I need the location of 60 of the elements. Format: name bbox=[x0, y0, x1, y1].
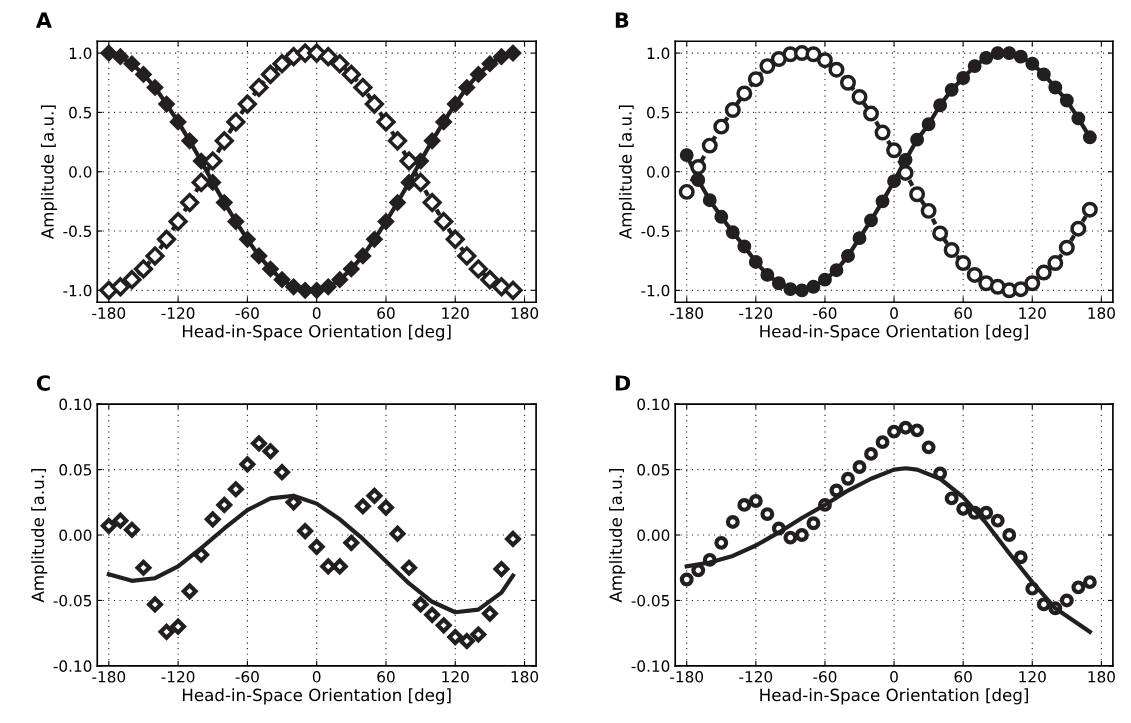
x-tick-label: -120 bbox=[161, 307, 195, 319]
chart-title: A bbox=[35, 12, 52, 28]
y-tick-label: 0.10 bbox=[59, 398, 92, 411]
y-tick-label: 0.0 bbox=[69, 166, 92, 178]
x-tick-label: -120 bbox=[161, 671, 195, 683]
y-tick-label: 0.05 bbox=[59, 464, 92, 476]
x-tick-label: 0 bbox=[890, 671, 898, 683]
x-tick-label: 60 bbox=[954, 671, 972, 683]
chart-title: D bbox=[615, 375, 631, 391]
x-tick-label: 180 bbox=[1088, 307, 1115, 319]
y-axis-title: Amplitude [a.u.] bbox=[40, 105, 58, 240]
y-axis-title: Amplitude [a.u.] bbox=[609, 468, 626, 603]
x-tick-label: 180 bbox=[511, 307, 539, 319]
x-tick-label: -180 bbox=[92, 307, 126, 319]
x-axis-title: Head-in-Space Orientation [deg] bbox=[760, 688, 1028, 705]
x-tick-label: -180 bbox=[92, 671, 126, 683]
x-tick-label: 180 bbox=[1088, 671, 1115, 683]
x-tick-label: 120 bbox=[1019, 671, 1046, 683]
y-axis-title: Amplitude [a.u.] bbox=[31, 468, 48, 603]
y-tick-label: -0.05 bbox=[53, 594, 92, 607]
x-tick-label: -60 bbox=[813, 307, 837, 319]
x-tick-label: -180 bbox=[670, 307, 704, 319]
x-tick-label: 120 bbox=[1019, 307, 1046, 319]
x-tick-label: 180 bbox=[511, 671, 539, 683]
y-axis-title: Amplitude [a.u.] bbox=[618, 105, 635, 240]
x-tick-label: -120 bbox=[739, 307, 773, 319]
x-tick-label: 0 bbox=[312, 671, 321, 683]
y-tick-label: -0.5 bbox=[63, 225, 92, 238]
y-tick-label: 0.05 bbox=[637, 464, 670, 476]
x-tick-label: 0 bbox=[312, 307, 321, 319]
x-axis-title: Head-in-Space Orientation [deg] bbox=[182, 688, 451, 705]
x-tick-label: 120 bbox=[442, 307, 469, 319]
y-tick-label: 0.0 bbox=[647, 166, 670, 178]
y-tick-label: -0.10 bbox=[631, 660, 670, 672]
y-tick-label: -0.5 bbox=[641, 225, 670, 238]
x-tick-label: -60 bbox=[235, 671, 259, 683]
chart-title: B bbox=[615, 12, 629, 28]
y-tick-label: 0.00 bbox=[59, 529, 92, 542]
x-tick-label: -180 bbox=[670, 671, 704, 683]
x-axis-title: Head-in-Space Orientation [deg] bbox=[760, 324, 1028, 341]
y-tick-label: 0.10 bbox=[637, 398, 670, 411]
x-axis-title: Head-in-Space Orientation [deg] bbox=[182, 324, 451, 341]
x-tick-label: -120 bbox=[739, 671, 773, 683]
x-tick-label: -60 bbox=[235, 307, 259, 319]
x-tick-label: -60 bbox=[813, 671, 837, 683]
x-tick-label: 120 bbox=[442, 671, 469, 683]
y-tick-label: -0.10 bbox=[53, 660, 92, 672]
y-tick-label: 1.0 bbox=[647, 47, 670, 60]
chart-title: C bbox=[36, 375, 50, 391]
x-tick-label: 60 bbox=[377, 671, 395, 683]
y-tick-label: -1.0 bbox=[641, 284, 670, 297]
y-tick-label: 0.5 bbox=[69, 106, 92, 119]
y-tick-label: -1.0 bbox=[63, 284, 92, 297]
x-tick-label: 0 bbox=[890, 307, 898, 319]
y-tick-label: -0.05 bbox=[631, 594, 670, 607]
x-tick-label: 60 bbox=[377, 307, 395, 319]
x-tick-label: 60 bbox=[954, 307, 972, 319]
y-tick-label: 0.5 bbox=[647, 106, 670, 119]
y-tick-label: 1.0 bbox=[69, 47, 92, 60]
y-tick-label: 0.00 bbox=[637, 529, 670, 542]
